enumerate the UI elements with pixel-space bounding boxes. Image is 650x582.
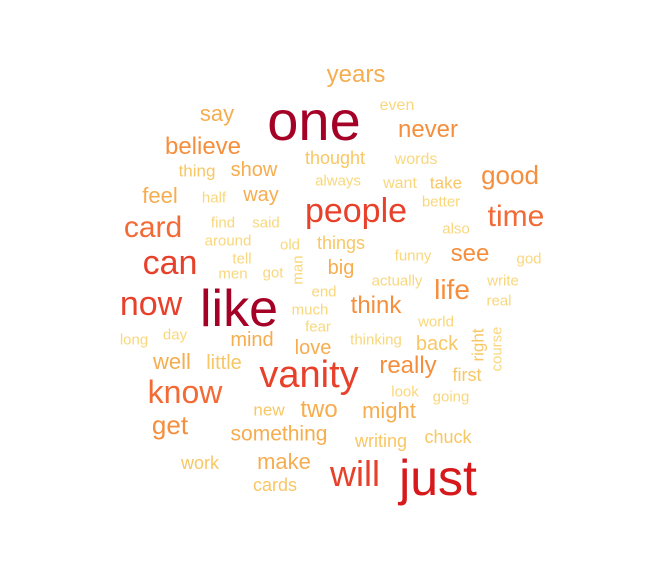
word-old: old bbox=[279, 236, 301, 254]
word-want: want bbox=[383, 175, 417, 192]
word-something: something bbox=[230, 422, 328, 446]
word-well: well bbox=[153, 349, 191, 374]
word-get: get bbox=[151, 410, 189, 440]
word-might: might bbox=[362, 398, 416, 423]
word-way: way bbox=[243, 184, 279, 206]
word-half: half bbox=[201, 189, 227, 207]
word-words: words bbox=[394, 151, 438, 168]
word-two: two bbox=[300, 396, 338, 423]
word-just: just bbox=[399, 450, 477, 506]
word-always: always bbox=[315, 172, 361, 190]
word-funny: funny bbox=[394, 247, 432, 265]
word-going: going bbox=[432, 388, 470, 406]
word-big: big bbox=[327, 257, 355, 279]
word-years: years bbox=[326, 61, 386, 88]
word-now: now bbox=[119, 285, 183, 323]
word-write: write bbox=[487, 272, 519, 290]
word-feel: feel bbox=[142, 183, 178, 208]
word-make: make bbox=[257, 449, 311, 474]
word-even: even bbox=[379, 97, 415, 114]
word-things: things bbox=[316, 233, 366, 253]
word-man: man bbox=[289, 255, 307, 285]
word-really: really bbox=[379, 352, 437, 379]
word-look: look bbox=[391, 383, 419, 401]
word-course: course bbox=[488, 326, 506, 372]
word-around: around bbox=[204, 232, 252, 250]
word-will: will bbox=[330, 453, 380, 494]
word-writing: writing bbox=[354, 431, 408, 451]
word-show: show bbox=[230, 159, 278, 181]
word-believe: believe bbox=[164, 133, 242, 160]
word-like: like bbox=[199, 280, 279, 338]
word-also: also bbox=[442, 220, 470, 238]
word-day: day bbox=[162, 326, 188, 344]
word-mind: mind bbox=[230, 329, 274, 351]
word-right: right bbox=[468, 328, 488, 362]
word-say: say bbox=[199, 101, 235, 126]
word-never: never bbox=[397, 116, 459, 143]
word-new: new bbox=[253, 400, 285, 420]
word-tell: tell bbox=[232, 250, 252, 268]
word-find: find bbox=[210, 214, 236, 232]
word-people: people bbox=[304, 192, 408, 230]
word-love: love bbox=[294, 337, 332, 359]
word-know: know bbox=[147, 374, 223, 410]
word-first: first bbox=[452, 365, 482, 385]
word-vanity: vanity bbox=[259, 354, 359, 396]
word-can: can bbox=[142, 244, 198, 282]
word-think: think bbox=[350, 292, 402, 319]
word-work: work bbox=[180, 453, 220, 473]
word-men: men bbox=[218, 265, 248, 283]
word-thought: thought bbox=[304, 148, 366, 168]
word-see: see bbox=[450, 240, 490, 267]
word-thinking: thinking bbox=[350, 331, 402, 349]
word-life: life bbox=[434, 274, 470, 305]
word-world: world bbox=[418, 313, 454, 331]
word-end: end bbox=[311, 283, 337, 301]
word-long: long bbox=[119, 331, 149, 349]
word-little: little bbox=[206, 352, 242, 374]
word-thing: thing bbox=[178, 161, 216, 181]
word-better: better bbox=[421, 193, 461, 211]
word-card: card bbox=[123, 211, 183, 244]
word-chuck: chuck bbox=[424, 427, 472, 447]
word-one: one bbox=[267, 89, 361, 152]
word-cards: cards bbox=[252, 475, 298, 495]
word-much: much bbox=[291, 301, 329, 319]
word-take: take bbox=[429, 173, 463, 193]
word-back: back bbox=[415, 333, 459, 355]
word-fear: fear bbox=[305, 318, 331, 336]
word-said: said bbox=[252, 214, 280, 232]
word-actually: actually bbox=[371, 272, 423, 290]
word-real: real bbox=[486, 292, 512, 310]
word-god: god bbox=[516, 250, 542, 268]
word-good: good bbox=[481, 160, 539, 190]
word-got: got bbox=[262, 264, 284, 282]
word-time: time bbox=[487, 200, 545, 233]
